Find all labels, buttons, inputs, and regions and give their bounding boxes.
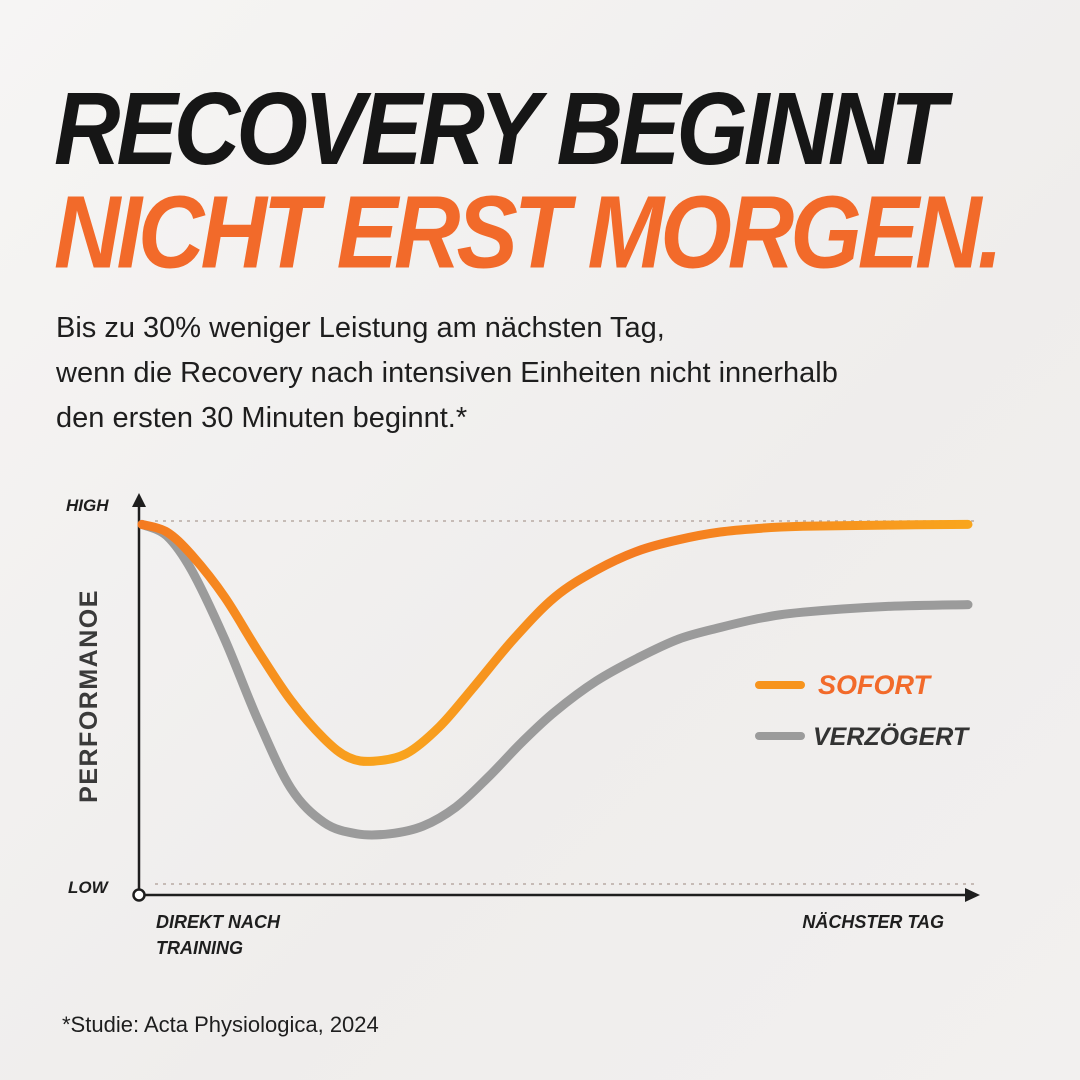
- subtitle-line-2: wenn die Recovery nach intensiven Einhei…: [56, 357, 838, 389]
- origin-point: [132, 888, 146, 902]
- y-axis-label: PERFORMANOE: [75, 589, 103, 803]
- x-axis-arrow: [965, 888, 980, 902]
- x-label-end: NÄCHSTER TAG: [802, 912, 944, 932]
- y-tick-low: LOW: [68, 878, 110, 897]
- x-label-start-line-2: TRAINING: [156, 938, 243, 958]
- subtitle-line-1: Bis zu 30% weniger Leistung am nächsten …: [56, 312, 665, 344]
- headline: RECOVERY BEGINNT NICHT ERST MORGEN.: [54, 72, 1003, 290]
- legend-label-verzoegert: VERZÖGERT: [813, 722, 971, 751]
- series-line-verzoegert: [137, 519, 973, 840]
- series-layer: [137, 519, 973, 840]
- performance-chart: HIGH LOW PERFORMANOE DIREKT NACH TRAININ…: [66, 493, 980, 958]
- y-axis-arrow: [132, 493, 146, 507]
- headline-line-2: NICHT ERST MORGEN.: [54, 175, 1003, 290]
- legend-label-sofort: SOFORT: [818, 670, 933, 700]
- subtitle-line-3: den ersten 30 Minuten beginnt.*: [56, 402, 468, 434]
- x-label-start-line-1: DIREKT NACH: [156, 912, 281, 932]
- subtitle: Bis zu 30% weniger Leistung am nächsten …: [56, 306, 1016, 441]
- footnote: *Studie: Acta Physiologica, 2024: [62, 1012, 379, 1037]
- series-line-sofort: [137, 519, 973, 766]
- y-tick-high: HIGH: [66, 496, 109, 515]
- headline-line-1: RECOVERY BEGINNT: [54, 72, 947, 187]
